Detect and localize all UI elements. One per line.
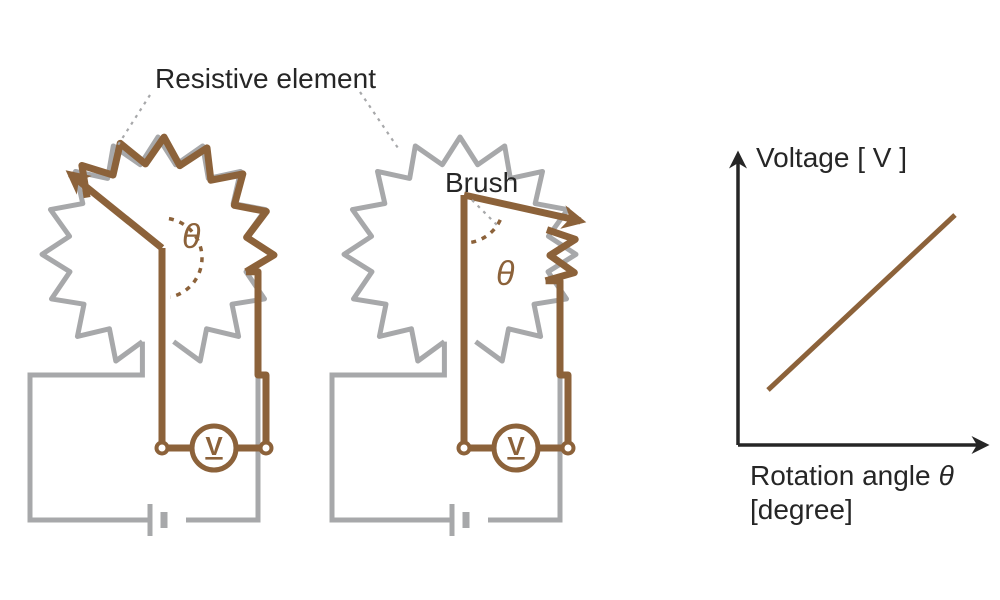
node-0 (157, 443, 168, 454)
leader-resistive-1 (118, 95, 150, 145)
theta-label: θ (182, 218, 201, 256)
labels: Resistive element Brush (118, 63, 518, 228)
label-brush: Brush (445, 167, 518, 198)
voltage-chart: Voltage [ V ] Rotation angleθ[degree] (738, 142, 985, 525)
voltmeter-label: V (205, 431, 223, 461)
chart-line (768, 215, 955, 390)
label-resistive-element: Resistive element (155, 63, 376, 94)
node-0 (459, 443, 470, 454)
node-1 (261, 443, 272, 454)
voltmeter-label: V (507, 431, 525, 461)
theta-label: θ (496, 255, 515, 293)
x-axis-label: Rotation angleθ[degree] (750, 460, 954, 525)
y-axis-label: Voltage [ V ] (756, 142, 907, 173)
node-1 (563, 443, 574, 454)
wiper-arrow (70, 174, 162, 248)
circuit-left: Vθ (30, 137, 274, 536)
leader-resistive-2 (360, 92, 398, 148)
